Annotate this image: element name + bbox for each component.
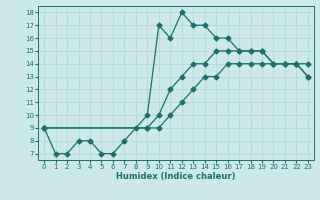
X-axis label: Humidex (Indice chaleur): Humidex (Indice chaleur) bbox=[116, 172, 236, 181]
